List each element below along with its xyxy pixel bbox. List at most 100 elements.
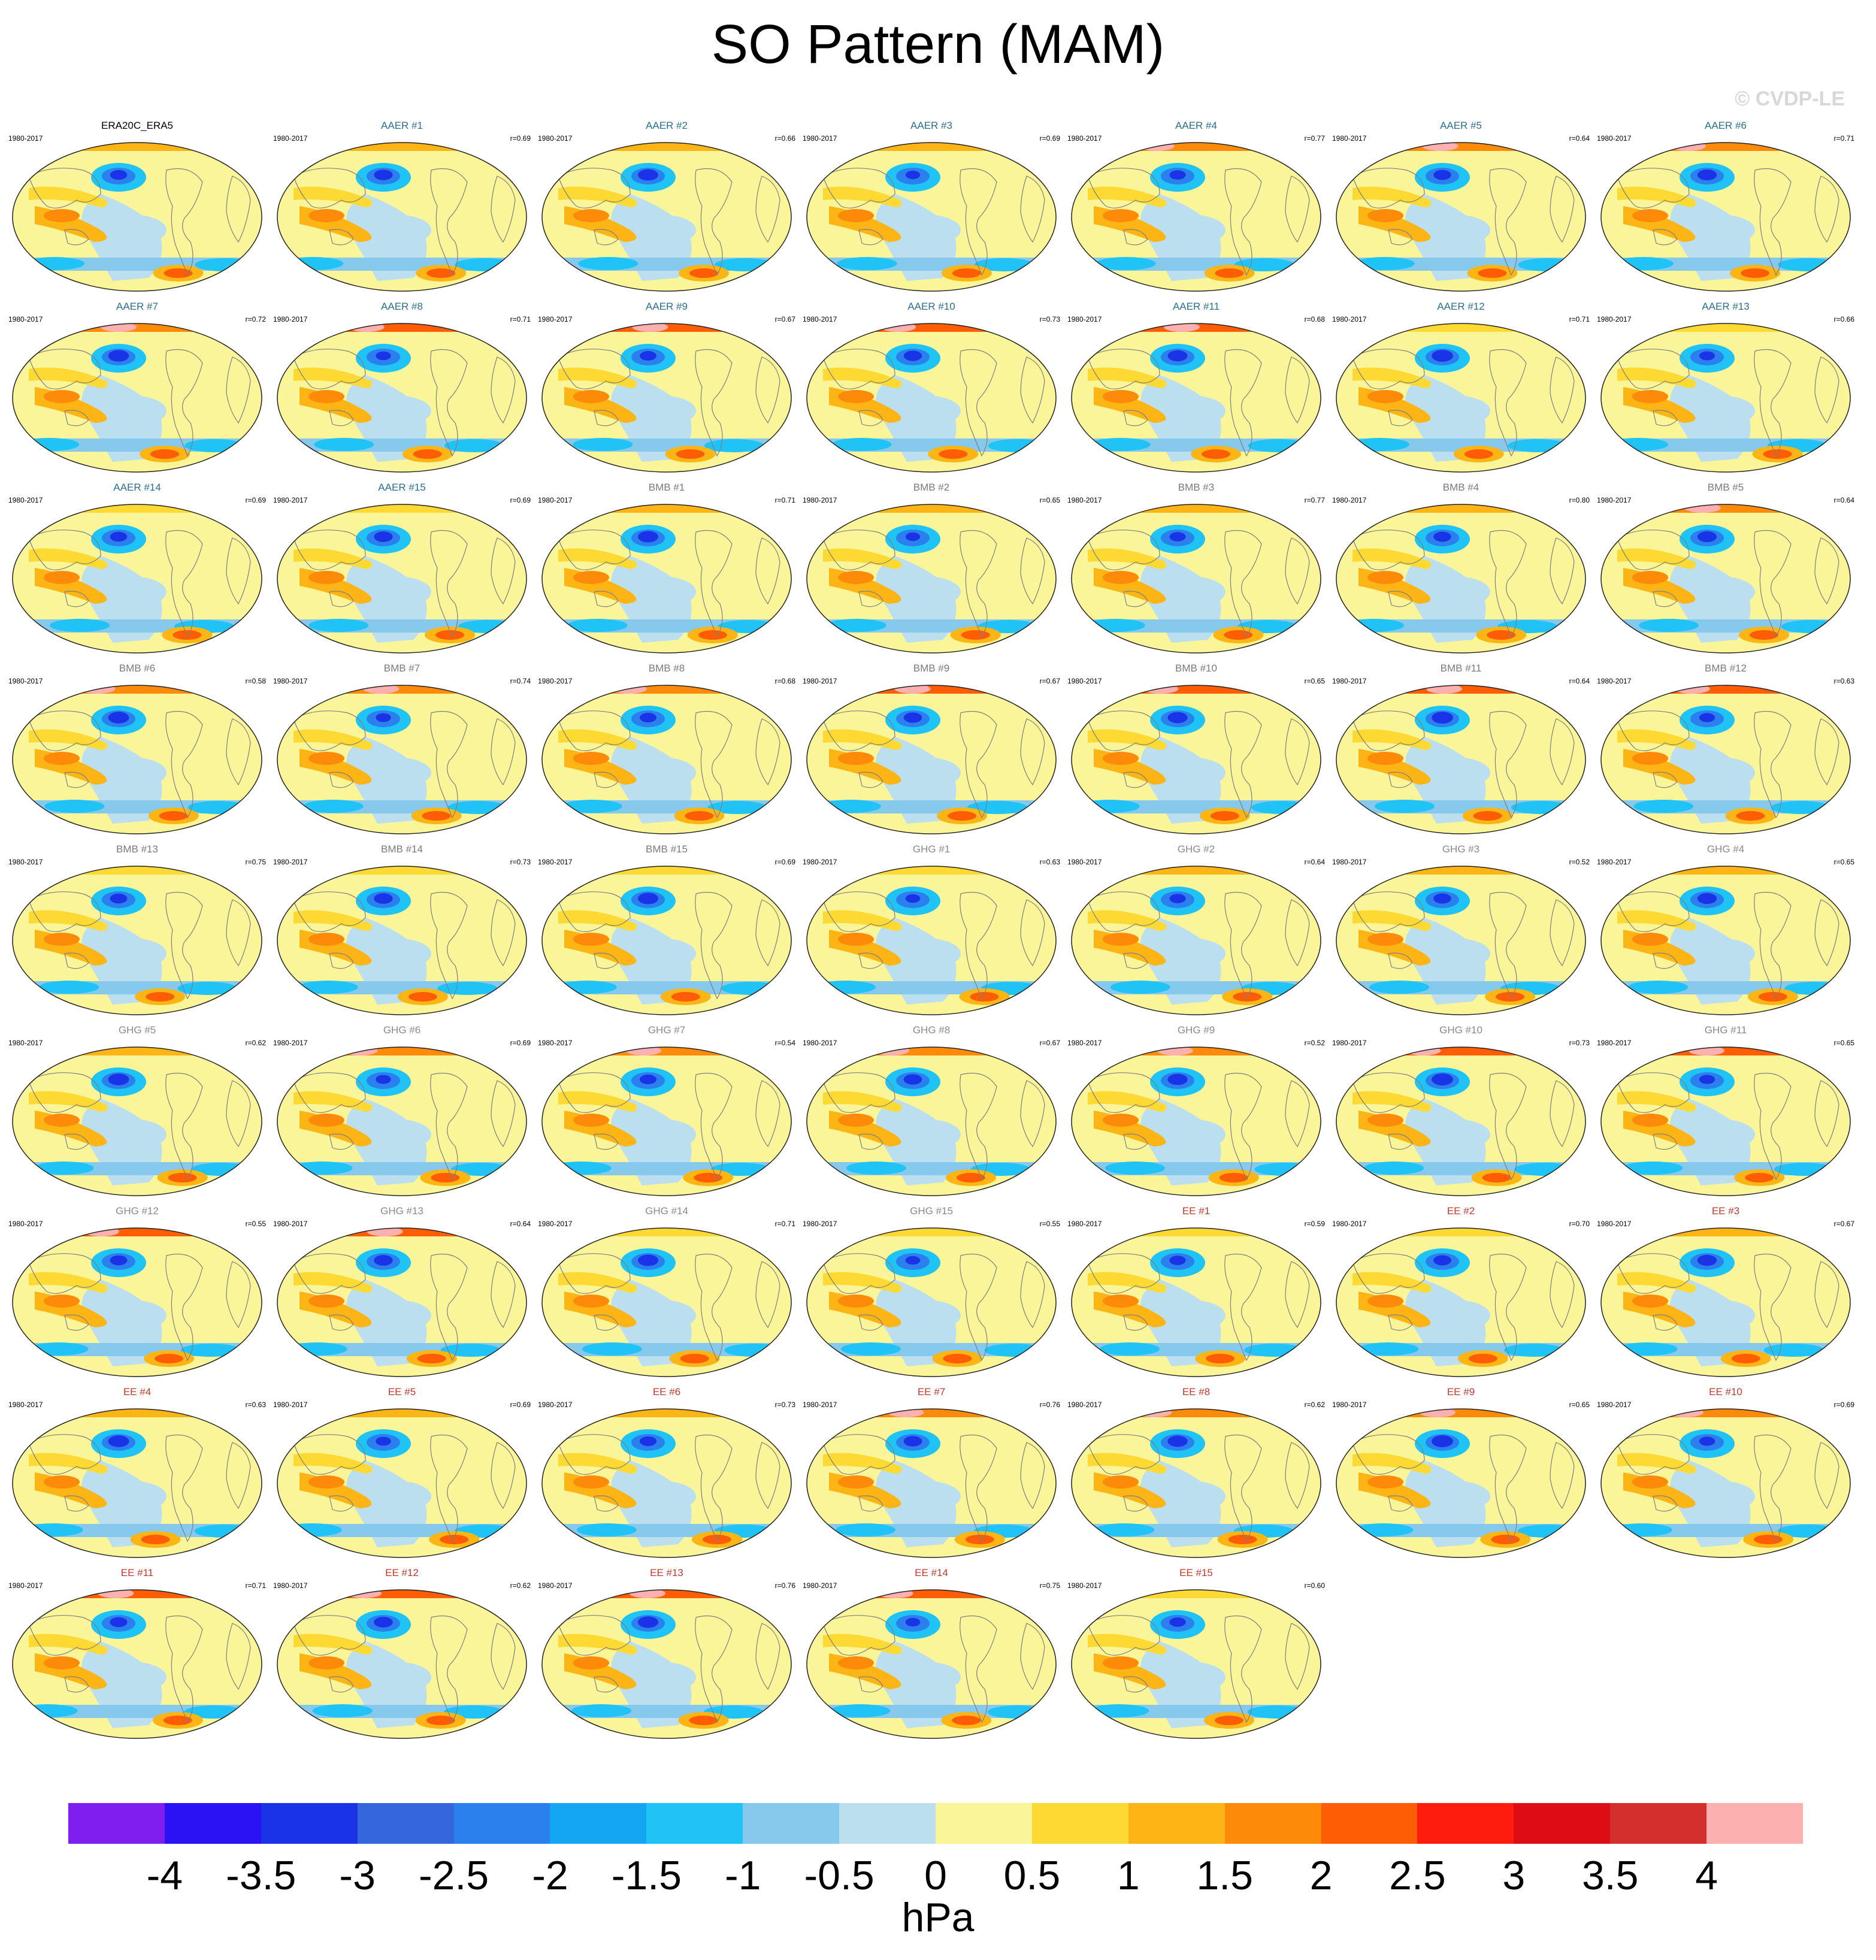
americas-neutral	[985, 544, 1033, 616]
southern-low-1	[1096, 257, 1156, 270]
panel-correlation: r=0.65	[1833, 858, 1854, 866]
panel-title: GHG #11	[1704, 1024, 1747, 1036]
map-border	[806, 323, 1057, 473]
map-field	[541, 504, 792, 654]
aleutian-low-core	[1699, 1436, 1715, 1446]
southern-low-1	[19, 438, 80, 451]
southern-low-1	[1090, 438, 1151, 451]
map-panel: EE #11 1980-2017 r=0.71	[6, 1567, 268, 1747]
panel-title: BMB #3	[1178, 482, 1215, 493]
panel-title: BMB #8	[648, 663, 685, 674]
panel-period: 1980-2017	[8, 134, 43, 143]
africa-europe-outline	[1285, 356, 1310, 424]
panel-period: 1980-2017	[803, 315, 837, 323]
australia-outline	[64, 1133, 89, 1150]
africa-europe-outline	[1285, 1442, 1310, 1510]
map-border	[277, 685, 527, 834]
map-field	[541, 1408, 792, 1558]
eq-pacific-anomaly	[624, 1662, 696, 1693]
southern-low-1	[1369, 981, 1430, 994]
maritime-high	[44, 1656, 80, 1669]
asia-outline	[1617, 530, 1690, 570]
arctic-band	[1370, 866, 1550, 875]
map-panel: EE #8 1980-2017 r=0.62	[1065, 1386, 1327, 1566]
americas-neutral	[1249, 725, 1297, 797]
southern-low-2	[177, 982, 238, 995]
eq-pacific-anomaly	[95, 576, 167, 607]
arctic-band	[1106, 1409, 1285, 1417]
southern-low-2	[974, 258, 1034, 271]
panel-title: EE #7	[917, 1386, 946, 1398]
panel-title: AAER #12	[1437, 301, 1485, 312]
panel-period: 1980-2017	[538, 496, 573, 504]
eq-pacific-anomaly	[1683, 938, 1755, 969]
aleutian-low-core	[1167, 1435, 1188, 1447]
colorbar-tick-label: 1.5	[1196, 1853, 1253, 1898]
panel-title: BMB #1	[648, 482, 685, 493]
aleutian-low-core	[905, 1617, 921, 1627]
africa-europe-outline	[1285, 1261, 1310, 1329]
panel-period: 1980-2017	[1597, 1039, 1632, 1047]
americas-neutral	[1779, 906, 1827, 978]
panel-period: 1980-2017	[1067, 1401, 1102, 1409]
south-high-core	[952, 268, 981, 278]
americas-neutral	[720, 1087, 768, 1159]
arctic-core	[348, 323, 385, 332]
panel-correlation: r=0.71	[1833, 134, 1854, 143]
southern-low-2	[1763, 1344, 1824, 1357]
africa-europe-outline	[1285, 1623, 1310, 1690]
map-field	[1336, 866, 1586, 1015]
aleutian-low-core	[374, 531, 393, 542]
southern-low-1	[50, 619, 110, 632]
map-border	[806, 1046, 1057, 1196]
africa-europe-outline	[226, 537, 251, 605]
map-field	[12, 866, 262, 1015]
southern-low-1	[1617, 1342, 1678, 1356]
eq-pacific-anomaly	[624, 1119, 696, 1150]
map-field	[541, 142, 792, 292]
americas-outline	[1754, 891, 1792, 1000]
map-border	[541, 323, 792, 473]
map-panel: AAER #5 1980-2017 r=0.64	[1330, 120, 1592, 300]
south-high-core	[417, 1354, 446, 1363]
maritime-high	[1103, 1294, 1139, 1308]
map-border	[12, 866, 262, 1015]
south-high-core	[141, 1535, 170, 1544]
southern-low-1	[1612, 1523, 1672, 1536]
australia-outline	[329, 1676, 354, 1693]
panel-period: 1980-2017	[273, 1039, 308, 1047]
africa-europe-outline	[1550, 1080, 1575, 1148]
maritime-high	[1367, 933, 1403, 946]
aleutian-low-core	[108, 1435, 129, 1447]
panel-title: AAER #2	[646, 120, 688, 131]
panel-period: 1980-2017	[1332, 496, 1367, 504]
map-panel: EE #3 1980-2017 r=0.67	[1594, 1205, 1857, 1385]
map-border	[541, 1046, 792, 1196]
americas-outline	[165, 1253, 203, 1362]
arctic-band	[1370, 504, 1550, 513]
southern-low-1	[1364, 1162, 1424, 1175]
aleutian-low-core	[374, 893, 393, 904]
australia-outline	[1123, 1495, 1148, 1512]
eq-pacific-anomaly	[359, 1481, 431, 1512]
southern-low-1	[292, 1162, 353, 1175]
map-field	[541, 1046, 792, 1196]
americas-outline	[960, 1072, 997, 1181]
asia-outline	[28, 349, 101, 389]
aleutian-low-core	[1169, 1256, 1186, 1265]
africa-europe-outline	[1020, 537, 1045, 605]
panel-title: EE #6	[652, 1386, 681, 1398]
southern-low-1	[840, 1342, 901, 1356]
asia-outline	[1087, 1072, 1160, 1113]
eq-pacific-anomaly	[624, 576, 696, 607]
map-field	[277, 142, 527, 292]
eq-pacific-anomaly	[889, 214, 961, 246]
eq-pacific-anomaly	[1683, 576, 1755, 607]
africa-europe-outline	[1285, 899, 1310, 967]
africa-europe-outline	[226, 718, 251, 786]
africa-europe-outline	[755, 1080, 780, 1148]
map-panel: AAER #9 1980-2017 r=0.67	[535, 301, 798, 480]
eq-pacific-anomaly	[1683, 1119, 1755, 1150]
americas-neutral	[1779, 363, 1827, 435]
maritime-high	[1632, 390, 1668, 403]
